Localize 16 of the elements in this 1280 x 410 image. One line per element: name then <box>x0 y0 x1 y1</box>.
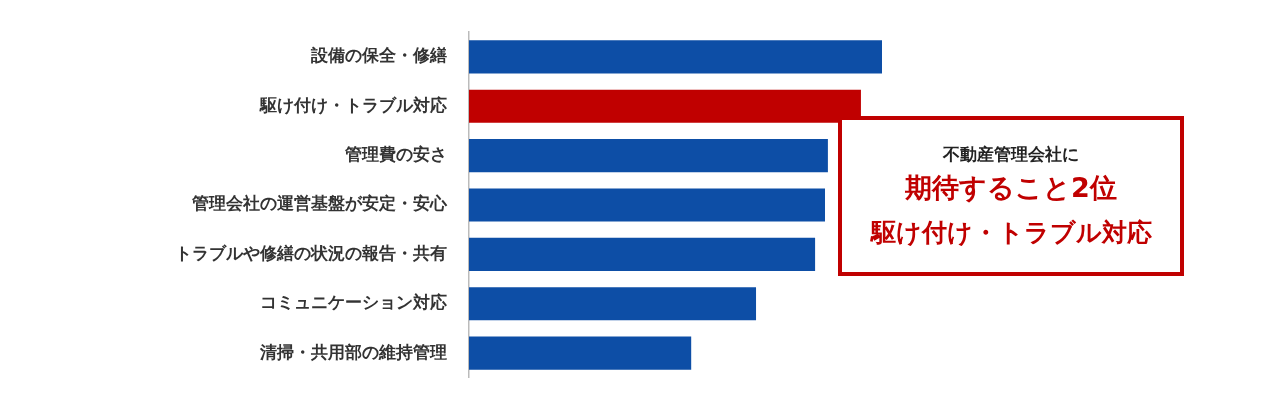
y-tick-label: 設備の保全・修繕 <box>310 45 447 66</box>
bar <box>469 336 692 370</box>
bar <box>469 237 816 271</box>
y-tick-label: 管理費の安さ <box>344 144 447 165</box>
y-tick-label: 清掃・共用部の維持管理 <box>259 341 447 362</box>
y-tick-label: 管理会社の運営基盤が安定・安心 <box>191 193 448 214</box>
bar <box>469 188 826 222</box>
bar <box>469 287 757 321</box>
y-tick-label: トラブルや修繕の状況の報告・共有 <box>175 242 447 263</box>
y-tick-label: 駆け付け・トラブル対応 <box>259 94 447 115</box>
bar <box>469 139 828 173</box>
y-tick-label: コミュニケーション対応 <box>260 292 447 313</box>
annotation: 駆け付け・トラブル対応 <box>870 217 1152 249</box>
callout-frame: 不動産管理会社に 期待すること2位 駆け付け・トラブル対応 <box>838 116 1184 276</box>
bar <box>469 89 861 123</box>
bar <box>469 40 882 74</box>
